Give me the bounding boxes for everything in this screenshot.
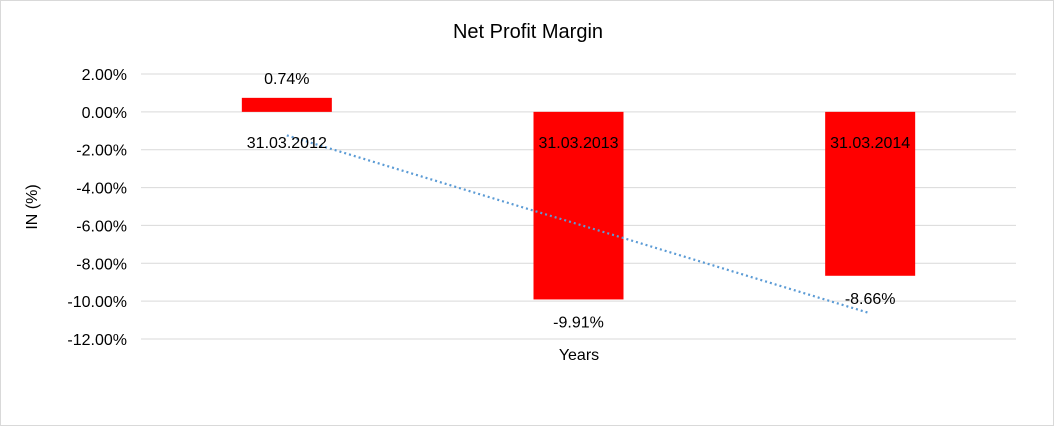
y-axis-label: IN (%) (24, 184, 41, 229)
bars (241, 97, 916, 300)
bar-31.03.2012 (241, 97, 332, 112)
y-tick-label: -6.00% (76, 218, 127, 235)
y-tick-label: 0.00% (82, 105, 127, 122)
bar-31.03.2014 (825, 111, 916, 276)
chart-title: Net Profit Margin (453, 21, 603, 43)
y-tick-label: -8.00% (76, 256, 127, 273)
category-label: 31.03.2014 (830, 135, 910, 152)
data-label: -9.91% (553, 314, 604, 331)
labels: 31.03.2012 0.74% 31.03.2013 -9.91% 31.03.201… (247, 71, 911, 332)
trendline (286, 134, 871, 315)
data-label: 0.74% (264, 71, 309, 88)
y-axis-ticks: 2.00% 0.00% -2.00% -4.00% -6.00% -8.00% -10.00… (67, 67, 127, 349)
bar-31.03.2013 (533, 111, 624, 300)
trendline-line (286, 134, 871, 315)
y-tick-label: 2.00% (82, 67, 127, 84)
y-tick-label: -10.00% (67, 294, 127, 311)
y-tick-label: -12.00% (67, 332, 127, 349)
category-label: 31.03.2013 (538, 135, 618, 152)
x-axis-label: Years (559, 347, 599, 364)
y-tick-label: -2.00% (76, 143, 127, 160)
data-label: -8.66% (845, 291, 896, 308)
category-label: 31.03.2012 (247, 135, 327, 152)
y-tick-label: -4.00% (76, 181, 127, 198)
